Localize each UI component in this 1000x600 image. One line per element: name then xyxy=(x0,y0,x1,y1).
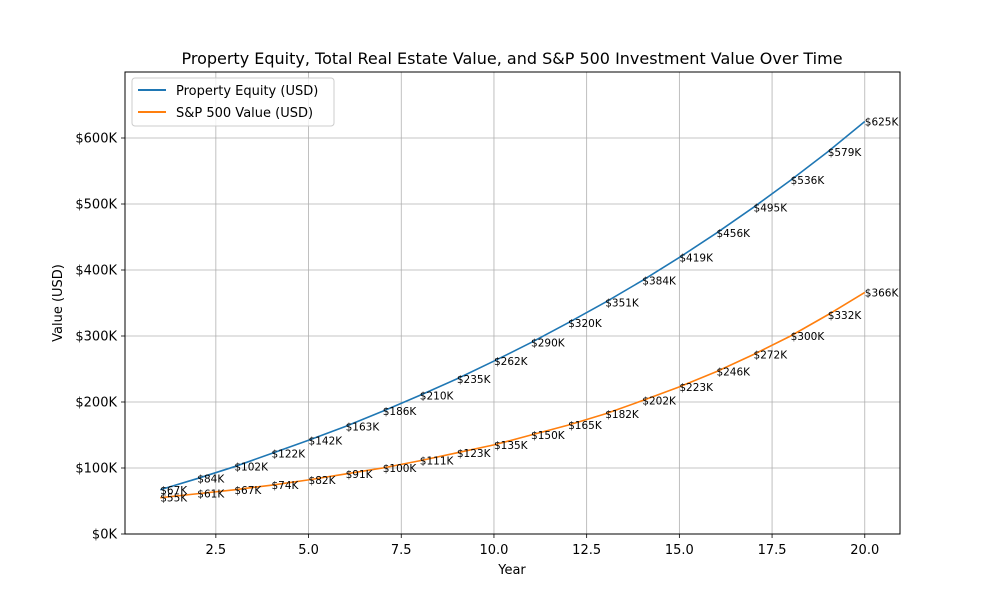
data-label-sp500: $165K xyxy=(568,420,603,432)
legend: Property Equity (USD) S&P 500 Value (USD… xyxy=(131,77,335,127)
data-label-property-equity: $579K xyxy=(828,147,863,159)
y-tick-label: $600K xyxy=(75,132,117,147)
y-tick-label: $0K xyxy=(92,528,118,543)
data-label-property-equity: $290K xyxy=(531,338,566,350)
data-label-property-equity: $625K xyxy=(865,117,900,129)
series-line-sp500 xyxy=(160,291,866,499)
x-tick-label: 17.5 xyxy=(758,543,787,558)
data-label-sp500: $123K xyxy=(457,448,492,460)
legend-label-sp500: S&P 500 Value (USD) xyxy=(176,106,313,121)
data-label-sp500: $332K xyxy=(828,310,863,322)
data-label-property-equity: $235K xyxy=(457,374,492,386)
data-label-sp500: $182K xyxy=(605,409,640,421)
data-label-sp500: $91K xyxy=(346,469,374,481)
y-tick-label: $200K xyxy=(75,396,117,411)
data-label-sp500: $202K xyxy=(642,396,677,408)
data-labels: $67K$84K$102K$122K$142K$163K$186K$210K$2… xyxy=(160,117,899,505)
data-label-property-equity: $142K xyxy=(309,435,344,447)
data-label-property-equity: $102K xyxy=(234,462,269,474)
x-tick-label: 20.0 xyxy=(850,543,879,558)
series-lines xyxy=(159,120,866,499)
data-label-property-equity: $536K xyxy=(791,175,826,187)
data-label-sp500: $61K xyxy=(197,489,225,501)
plot-area-frame xyxy=(124,71,901,535)
x-tick-label: 5.0 xyxy=(298,543,319,558)
data-label-property-equity: $84K xyxy=(197,474,225,486)
data-label-sp500: $55K xyxy=(160,493,188,505)
x-tick-label: 12.5 xyxy=(572,543,601,558)
data-label-property-equity: $122K xyxy=(271,448,306,460)
x-tick-label: 2.5 xyxy=(206,543,227,558)
data-label-property-equity: $186K xyxy=(383,406,418,418)
data-label-sp500: $246K xyxy=(716,367,751,379)
data-label-property-equity: $262K xyxy=(494,356,529,368)
y-tick-label: $500K xyxy=(75,198,117,213)
data-label-property-equity: $163K xyxy=(346,421,381,433)
data-label-sp500: $82K xyxy=(309,475,337,487)
x-tick-label: 7.5 xyxy=(391,543,412,558)
y-axis-label: Value (USD) xyxy=(51,264,66,342)
data-label-sp500: $300K xyxy=(791,331,826,343)
data-label-sp500: $272K xyxy=(754,349,789,361)
data-label-property-equity: $320K xyxy=(568,318,603,330)
y-axis-ticks: $0K $100K $200K $300K $400K $500K $600K xyxy=(75,132,125,543)
data-label-sp500: $150K xyxy=(531,430,566,442)
legend-label-property-equity: Property Equity (USD) xyxy=(176,84,318,99)
data-label-sp500: $223K xyxy=(679,382,714,394)
data-label-property-equity: $67K xyxy=(160,485,188,497)
data-label-sp500: $100K xyxy=(383,463,418,475)
x-axis-ticks: 2.5 5.0 7.5 10.0 12.5 15.0 17.5 20.0 xyxy=(206,534,879,558)
data-label-sp500: $67K xyxy=(234,485,262,497)
data-label-sp500: $111K xyxy=(420,456,455,468)
data-label-property-equity: $419K xyxy=(679,252,714,264)
y-tick-label: $400K xyxy=(75,264,117,279)
x-axis-label: Year xyxy=(497,563,526,578)
y-tick-label: $300K xyxy=(75,330,117,345)
data-label-property-equity: $495K xyxy=(754,202,789,214)
x-tick-label: 10.0 xyxy=(479,543,508,558)
series-line-property-equity xyxy=(159,120,866,491)
data-label-sp500: $74K xyxy=(271,480,299,492)
data-label-property-equity: $210K xyxy=(420,390,455,402)
data-label-sp500: $135K xyxy=(494,440,529,452)
chart-title: Property Equity, Total Real Estate Value… xyxy=(181,49,842,68)
data-label-property-equity: $456K xyxy=(716,228,751,240)
data-label-sp500: $366K xyxy=(865,287,900,299)
legend-box xyxy=(131,77,335,127)
x-tick-label: 15.0 xyxy=(665,543,694,558)
data-label-property-equity: $384K xyxy=(642,276,677,288)
data-label-property-equity: $351K xyxy=(605,297,640,309)
y-tick-label: $100K xyxy=(75,462,117,477)
